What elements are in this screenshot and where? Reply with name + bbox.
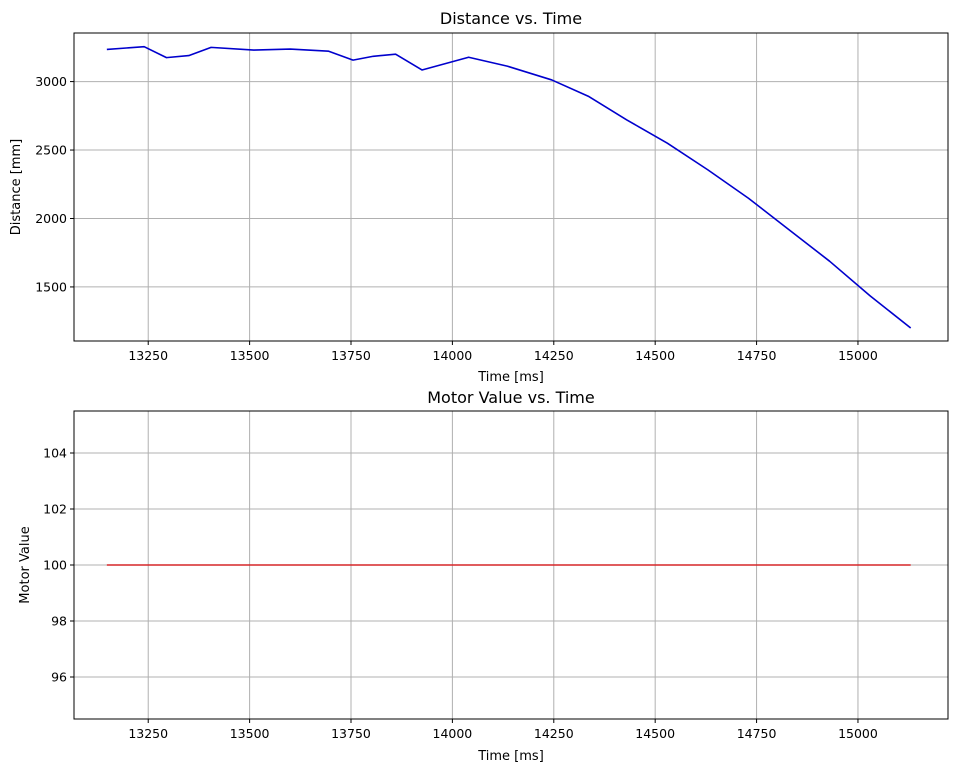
motor-x-ticks: 13250 13500 13750 14000 14250 14500 14750 15000 — [128, 719, 878, 741]
motor-x-tick-label: 13750 — [331, 726, 371, 741]
motor-x-tick-label: 13250 — [128, 726, 168, 741]
distance-y-tick-label: 1500 — [35, 279, 67, 294]
distance-x-tick-label: 13750 — [331, 348, 371, 363]
motor-x-tick-label: 14250 — [534, 726, 574, 741]
distance-x-ticks: 13250 13500 13750 14000 14250 14500 14750 15000 — [128, 341, 878, 363]
motor-y-label: Motor Value — [18, 526, 33, 603]
distance-x-tick-label: 13500 — [230, 348, 270, 363]
motor-y-tick-label: 100 — [43, 558, 67, 573]
motor-y-tick-label: 98 — [51, 614, 67, 629]
motor-x-tick-label: 14000 — [433, 726, 473, 741]
motor-x-tick-label: 14500 — [635, 726, 675, 741]
distance-x-tick-label: 15000 — [838, 348, 878, 363]
distance-y-label: Distance [mm] — [9, 139, 24, 235]
motor-y-tick-label: 102 — [43, 502, 67, 517]
distance-x-tick-label: 13250 — [128, 348, 168, 363]
distance-x-tick-label: 14250 — [534, 348, 574, 363]
distance-series-line — [106, 45, 912, 329]
motor-x-label: Time [ms] — [477, 749, 544, 764]
distance-y-tick-label: 3000 — [35, 74, 67, 89]
distance-y-ticks: 1500 2000 2500 3000 — [35, 74, 74, 294]
distance-y-tick-label: 2500 — [35, 143, 67, 158]
motor-x-tick-label: 15000 — [838, 726, 878, 741]
distance-chart: Distance vs. Time 13250 13500 13750 14000 14… — [9, 9, 949, 385]
distance-x-label: Time [ms] — [477, 370, 544, 385]
distance-gridlines — [74, 33, 948, 341]
motor-chart-title: Motor Value vs. Time — [427, 388, 594, 407]
motor-y-tick-label: 104 — [43, 446, 67, 461]
distance-x-tick-label: 14000 — [433, 348, 473, 363]
distance-plot-area — [106, 45, 912, 329]
motor-x-tick-label: 13500 — [230, 726, 270, 741]
distance-axes-frame — [73, 32, 949, 342]
distance-x-tick-label: 14500 — [635, 348, 675, 363]
motor-x-tick-label: 14750 — [737, 726, 777, 741]
motor-chart: Motor Value vs. Time 13250 13500 13750 1400… — [18, 388, 949, 764]
distance-x-tick-label: 14750 — [737, 348, 777, 363]
distance-y-tick-label: 2000 — [35, 211, 67, 226]
motor-y-ticks: 96 98 100 102 104 — [43, 446, 74, 685]
motor-y-tick-label: 96 — [51, 670, 67, 685]
distance-chart-title: Distance vs. Time — [440, 9, 582, 28]
